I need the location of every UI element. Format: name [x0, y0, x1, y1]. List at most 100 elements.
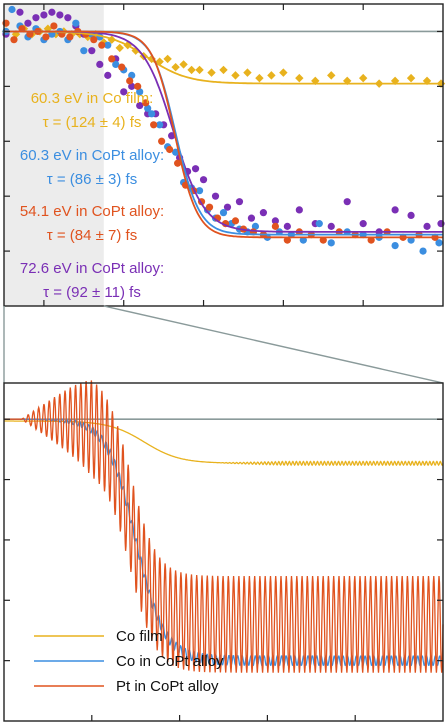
data-point-co_copt-25: [195, 187, 204, 195]
data-point-pt_copt-11: [90, 36, 98, 44]
fit-curve-pt_copt: [4, 30, 443, 239]
legend: Co film Co in CoPt alloy Pt in CoPt allo…: [34, 628, 224, 695]
annotation-co-copt-tau: τ = (86 ± 3) fs: [47, 171, 137, 188]
data-point-copt_72-7: [64, 14, 72, 22]
data-point-copt_72-23: [191, 165, 200, 173]
data-point-copt_72-24: [199, 176, 208, 184]
data-point-co_film-39: [406, 73, 416, 83]
data-point-co_film-31: [279, 68, 288, 77]
data-point-pt_copt-6: [50, 22, 58, 30]
data-point-pt_copt-36: [319, 236, 327, 244]
data-point-pt_copt-13: [108, 55, 116, 63]
data-point-pt_copt-2: [18, 25, 26, 33]
data-point-pt_copt-21: [174, 159, 182, 167]
data-point-co_film-36: [358, 73, 368, 83]
data-point-copt_72-16: [136, 101, 144, 110]
data-point-co_copt-32: [251, 222, 260, 230]
data-point-copt_72-27: [235, 198, 244, 206]
data-point-copt_72-32: [295, 206, 303, 214]
top-axis-ticks: [4, 4, 443, 306]
data-point-copt_72-28: [247, 214, 256, 222]
data-point-co_copt-20: [156, 121, 164, 129]
data-point-copt_72-12: [104, 71, 112, 79]
data-point-pt_copt-20: [166, 145, 174, 154]
data-point-pt_copt-14: [118, 63, 126, 71]
data-point-copt_72-25: [211, 192, 220, 200]
data-point-copt_72-11: [96, 60, 104, 68]
data-point-co_copt-14: [112, 60, 120, 68]
data-point-copt_72-5: [48, 8, 56, 16]
data-point-co_copt-19: [148, 110, 156, 118]
data-point-co_film-30: [267, 71, 276, 80]
data-point-co_copt-13: [104, 41, 112, 49]
data-point-copt_72-15: [128, 82, 136, 90]
annotation-co-copt-label: 60.3 eV in CoPt alloy:: [20, 147, 164, 164]
data-point-copt_72-3: [32, 14, 40, 22]
data-point-co_film-1: [11, 30, 21, 39]
data-point-co_film-27: [231, 71, 240, 80]
data-point-copt_72-6: [56, 11, 64, 19]
data-point-co_film-22: [179, 60, 188, 69]
bottom-axis-ticks: [4, 418, 443, 721]
data-point-pt_copt-12: [98, 41, 106, 49]
data-point-co_copt-17: [136, 88, 144, 96]
data-point-pt_copt-33: [283, 236, 291, 244]
data-point-co_film-19: [155, 57, 164, 66]
data-point-pt_copt-16: [134, 82, 142, 90]
data-point-co_copt-42: [391, 242, 399, 250]
data-point-co_film-32: [295, 73, 304, 83]
data-point-co_film-29: [255, 73, 264, 83]
data-point-co_film-23: [187, 65, 196, 75]
data-point-co_copt-22: [172, 148, 180, 156]
fit-curve-co_film: [4, 30, 443, 85]
top-axes-frame: [3, 3, 444, 307]
data-point-copt_72-29: [259, 209, 268, 217]
data-point-pt_copt-17: [142, 99, 150, 107]
data-point-copt_72-26: [223, 203, 232, 211]
data-point-co_film-34: [327, 71, 336, 80]
data-point-co_film-25: [207, 68, 216, 77]
annotation-pt-copt-label: 54.1 eV in CoPt alloy:: [20, 203, 164, 220]
data-point-pt_copt-15: [126, 77, 134, 85]
bottom-axes-frame: [3, 382, 444, 722]
data-point-co_copt-28: [219, 209, 228, 217]
data-point-pt_copt-32: [271, 222, 279, 230]
data-point-co_copt-1: [8, 5, 16, 14]
data-point-copt_72-35: [343, 198, 351, 206]
data-point-pt_copt-18: [150, 121, 158, 129]
data-point-pt_copt-28: [231, 217, 240, 225]
data-point-copt_72-2: [24, 19, 32, 27]
annotation-co-film-tau: τ = (124 ± 4) fs: [43, 114, 142, 131]
data-point-co_copt-36: [299, 236, 307, 244]
top-fit-curves: [4, 30, 443, 239]
bottom-panel: Co film Co in CoPt alloy Pt in CoPt allo…: [3, 380, 444, 722]
data-point-co_copt-43: [407, 236, 415, 244]
annotation-copt-72-tau: τ = (92 ± 11) fs: [43, 284, 141, 301]
data-point-co_film-28: [243, 68, 252, 77]
data-point-pt_copt-39: [367, 236, 375, 244]
data-point-co_copt-37: [315, 220, 323, 228]
data-point-copt_72-30: [271, 217, 279, 225]
data-point-copt_72-1: [16, 8, 24, 16]
zoom-highlight-region: [4, 4, 104, 306]
zoom-connector-lines: [3, 305, 444, 384]
bottom-series-lines: [4, 380, 444, 673]
data-point-co_copt-10: [80, 47, 88, 55]
data-point-copt_72-10: [88, 47, 96, 55]
data-point-co_copt-44: [419, 247, 427, 255]
top-annotations: 60.3 eV in Co film: τ = (124 ± 4) fs 60.…: [20, 90, 164, 301]
data-point-co_film-21: [171, 62, 180, 72]
legend-label-pt-copt: Pt in CoPt alloy: [116, 678, 219, 695]
legend-label-co-copt: Co in CoPt alloy: [116, 653, 224, 670]
data-point-copt_72-36: [359, 220, 367, 228]
data-point-co_film-6: [51, 30, 61, 39]
data-point-pt_copt-25: [205, 203, 214, 211]
data-point-co_film-24: [195, 65, 204, 75]
data-point-copt_72-38: [391, 206, 399, 214]
data-point-copt_72-40: [423, 222, 431, 230]
data-point-pt_copt-1: [10, 36, 18, 44]
data-point-co_copt-16: [128, 71, 136, 79]
data-point-co_copt-18: [144, 104, 152, 112]
data-point-pt_copt-5: [42, 33, 50, 41]
